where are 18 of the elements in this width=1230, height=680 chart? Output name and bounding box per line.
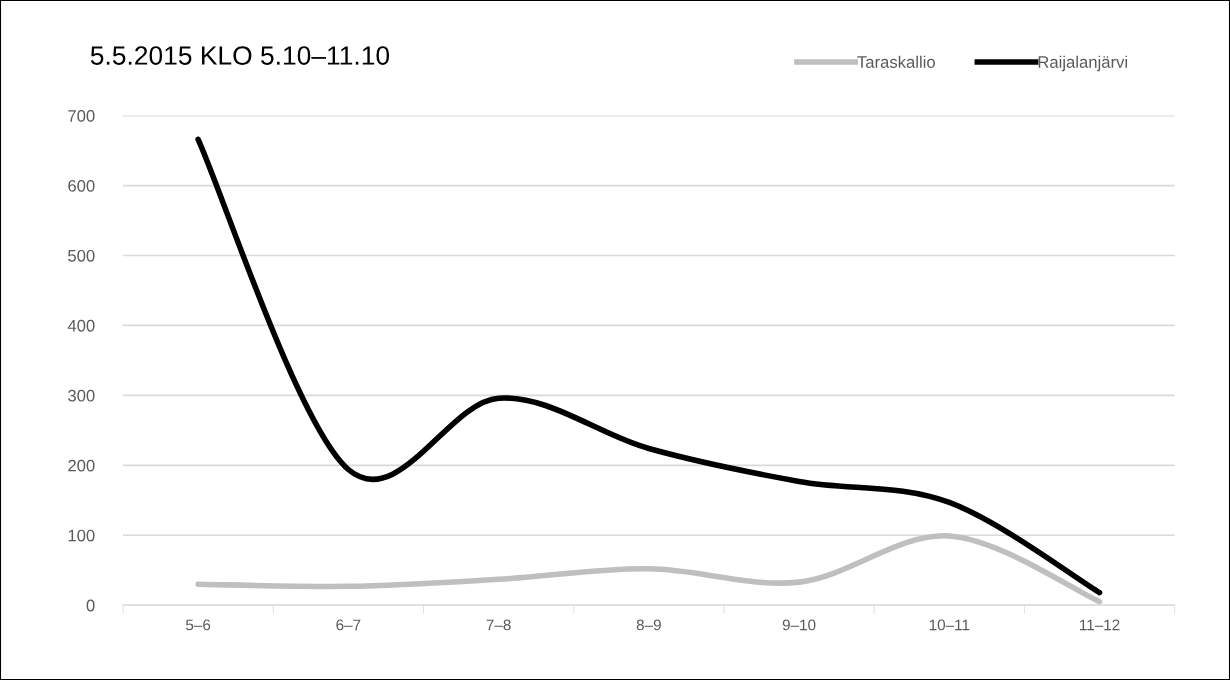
x-tick-label: 10–11 bbox=[929, 619, 970, 631]
x-tick-label: 9–10 bbox=[782, 619, 816, 631]
y-tick-label: 200 bbox=[68, 459, 95, 472]
y-tick-label: 600 bbox=[68, 179, 95, 192]
chart-title: 5.5.2015 KLO 5.10–11.10 bbox=[90, 46, 390, 65]
y-tick-label: 300 bbox=[68, 389, 95, 402]
legend-label: Raijalanjärvi bbox=[1038, 55, 1127, 72]
y-tick-label: 400 bbox=[67, 319, 95, 332]
y-tick-label: 500 bbox=[68, 249, 95, 262]
x-tick-label: 6–7 bbox=[336, 619, 361, 631]
x-tick-label: 5–6 bbox=[185, 619, 211, 631]
y-tick-label: 0 bbox=[86, 599, 95, 612]
y-tick-label: 700 bbox=[68, 110, 95, 122]
x-tick-label: 11–12 bbox=[1080, 619, 1120, 631]
x-tick-label: 7–8 bbox=[486, 619, 511, 631]
legend-label: Taraskallio bbox=[857, 55, 935, 68]
x-tick-label: 8–9 bbox=[636, 619, 661, 631]
y-tick-label: 100 bbox=[68, 529, 95, 542]
